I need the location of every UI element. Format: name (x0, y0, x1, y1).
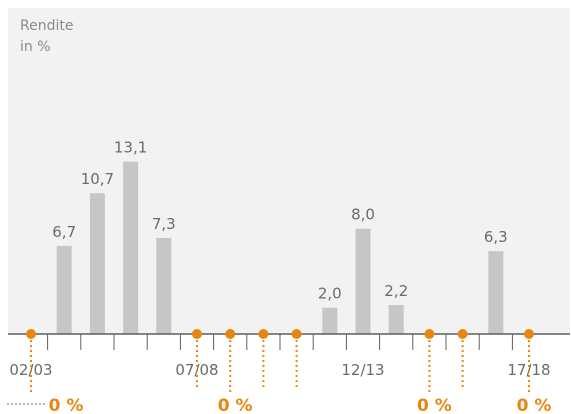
y-axis-label-line-1: Rendite (20, 18, 73, 34)
zero-percent-label: 0 % (49, 396, 84, 414)
bar-value-label: 10,7 (81, 170, 114, 188)
bars-layer: 6,7 10,713,1 7,3 2,0 8,0 2,2 6,3 (52, 139, 508, 334)
x-tick-label: 12/13 (341, 361, 384, 379)
x-axis: 02/03 07/08 12/13 17/18 (8, 333, 570, 379)
bar-value-label: 8,0 (351, 206, 375, 224)
zero-marker-dot (524, 329, 534, 339)
bar (388, 305, 404, 334)
bar (56, 245, 72, 334)
zero-marker-dot (291, 329, 302, 339)
bar (355, 228, 371, 334)
y-axis-label-line-2: in % (20, 39, 51, 55)
bar (488, 251, 504, 334)
zero-marker-dot (26, 329, 36, 339)
bar-value-label: 7,3 (152, 215, 176, 233)
bar (156, 237, 172, 334)
bar-value-label: 13,1 (114, 139, 147, 157)
bar-value-label: 2,0 (318, 285, 342, 303)
bar-value-label: 6,3 (484, 228, 508, 246)
zero-marker-dot (424, 329, 435, 339)
zero-percent-label: 0 % (517, 396, 552, 414)
bar (322, 307, 338, 334)
zero-percent-label: 0 % (218, 396, 253, 414)
zero-marker-dot (225, 329, 236, 339)
zero-markers-layer: 0 % 0 % 0 % 0 % (7, 329, 551, 414)
bar (123, 161, 139, 334)
bar-value-label: 6,7 (52, 223, 76, 241)
zero-marker-dot (258, 329, 269, 339)
zero-marker-dot (192, 329, 202, 339)
zero-percent-label: 0 % (417, 396, 452, 414)
bar-value-label: 2,2 (384, 282, 408, 300)
bar (89, 193, 105, 334)
zero-marker-dot (457, 329, 468, 339)
